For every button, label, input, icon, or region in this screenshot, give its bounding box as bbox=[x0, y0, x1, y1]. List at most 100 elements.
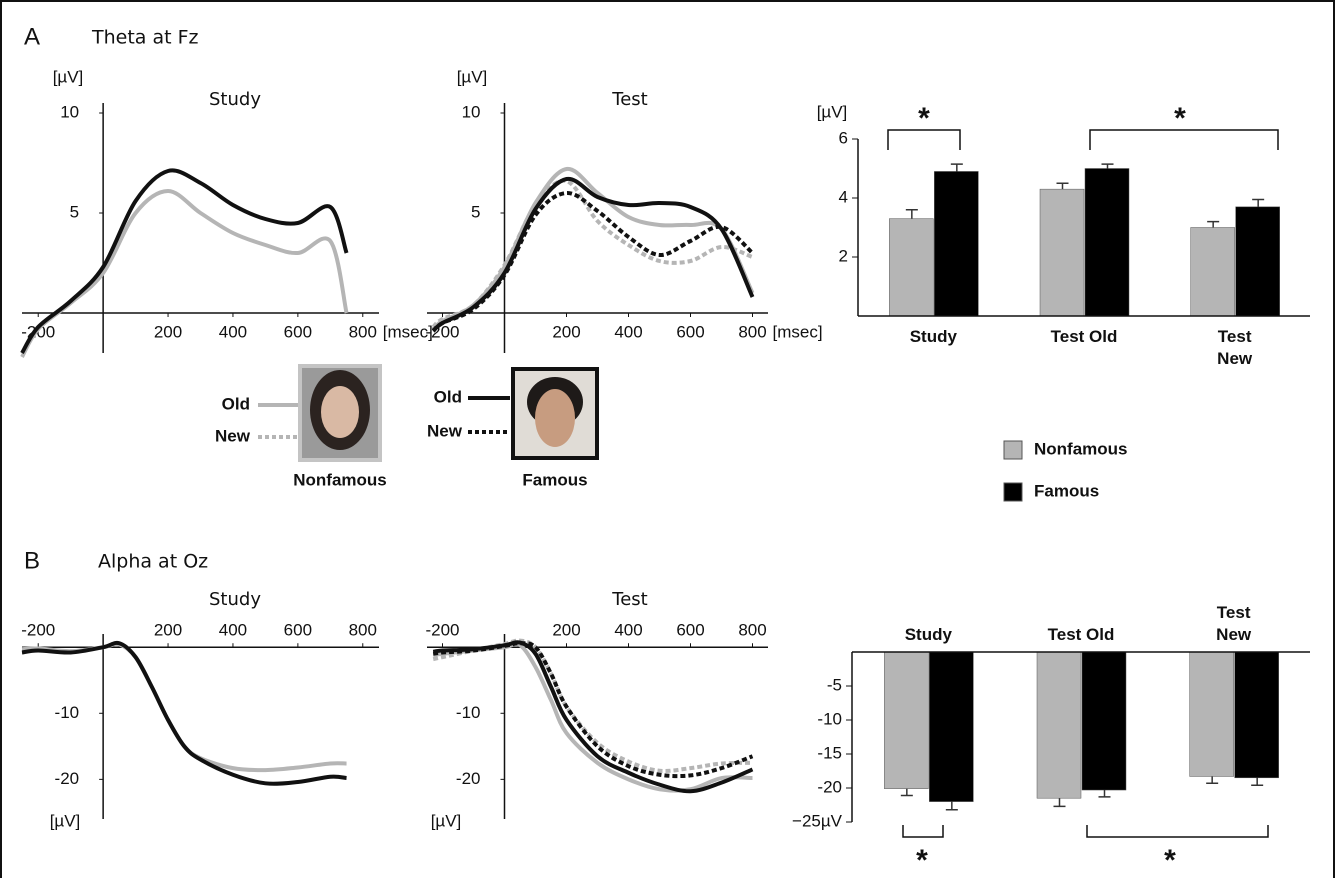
x-tick-label: 200 bbox=[552, 621, 580, 640]
y-tick-label: -15 bbox=[817, 743, 842, 762]
x-tick-label: 400 bbox=[614, 621, 642, 640]
x-tick-label: -200 bbox=[21, 621, 55, 640]
legend-label: Old bbox=[434, 387, 462, 406]
x-tick-label: 800 bbox=[738, 322, 766, 341]
bar bbox=[1234, 651, 1279, 779]
x-tick-label: 600 bbox=[284, 322, 312, 341]
y-tick-label: -10 bbox=[456, 703, 481, 722]
error-bar bbox=[900, 788, 913, 797]
line-series bbox=[431, 176, 755, 333]
x-tick-label: 200 bbox=[154, 322, 182, 341]
x-tick-label: 600 bbox=[284, 621, 312, 640]
x-tick-label: 400 bbox=[219, 621, 247, 640]
bar bbox=[1190, 227, 1235, 317]
bar bbox=[1084, 168, 1130, 317]
significance-bracket bbox=[1089, 129, 1279, 150]
panel-label: B bbox=[24, 547, 40, 574]
error-bar bbox=[1101, 163, 1114, 169]
significance-star: * bbox=[1174, 102, 1186, 135]
error-bar bbox=[950, 163, 963, 172]
x-tick-label: 200 bbox=[154, 621, 182, 640]
y-axis-label: [µV] bbox=[457, 67, 488, 86]
legend-swatch bbox=[1003, 482, 1023, 502]
error-bar bbox=[905, 209, 918, 219]
y-tick-label: 5 bbox=[471, 202, 480, 221]
line-series bbox=[432, 641, 754, 779]
panel-title: Alpha at Oz bbox=[98, 551, 208, 573]
y-tick-label: -20 bbox=[55, 769, 80, 788]
legend-label: New bbox=[427, 421, 463, 440]
x-tick-label: 600 bbox=[676, 621, 704, 640]
x-tick-label: 400 bbox=[614, 322, 642, 341]
y-axis-label: [µV] bbox=[431, 811, 462, 830]
line-series bbox=[431, 178, 754, 329]
significance-star: * bbox=[916, 844, 928, 877]
chart-title: Study bbox=[209, 589, 261, 610]
legend-swatch bbox=[1003, 440, 1023, 460]
legend-label: Old bbox=[222, 394, 250, 413]
significance-bracket bbox=[902, 825, 944, 838]
chart-title: Test bbox=[611, 589, 647, 610]
bar bbox=[1189, 651, 1234, 777]
y-tick-label: -10 bbox=[817, 709, 842, 728]
x-tick-label: 400 bbox=[219, 322, 247, 341]
y-axis-label: [µV] bbox=[817, 102, 848, 121]
line-series bbox=[432, 642, 753, 793]
legend-label: Famous bbox=[1034, 481, 1099, 500]
bar bbox=[884, 651, 929, 789]
y-tick-label: 10 bbox=[462, 102, 481, 121]
bar bbox=[1081, 651, 1127, 791]
y-tick-label: 2 bbox=[839, 246, 848, 265]
y-axis-label: [µV] bbox=[53, 67, 84, 86]
x-axis-label: [msec] bbox=[773, 322, 823, 341]
x-tick-label: -200 bbox=[425, 621, 459, 640]
significance-bracket bbox=[887, 129, 961, 150]
y-tick-label: 6 bbox=[839, 128, 848, 147]
chart-title: Test bbox=[611, 89, 647, 110]
y-axis-label: [µV] bbox=[50, 811, 81, 830]
y-tick-label: 5 bbox=[70, 202, 79, 221]
error-bar bbox=[945, 801, 958, 811]
y-tick-label: −25µV bbox=[792, 811, 843, 830]
bar bbox=[1039, 188, 1085, 317]
category-label: Test Old bbox=[1050, 327, 1118, 346]
y-tick-label: 4 bbox=[839, 187, 848, 206]
x-tick-label: 800 bbox=[349, 322, 377, 341]
x-tick-label: 600 bbox=[676, 322, 704, 341]
category-label: Test New bbox=[1217, 327, 1253, 368]
x-tick-label: 800 bbox=[349, 621, 377, 640]
legend-label: Nonfamous bbox=[1034, 439, 1128, 458]
category-label: Study bbox=[909, 327, 957, 346]
x-tick-label: 800 bbox=[738, 621, 766, 640]
error-bar bbox=[1251, 777, 1264, 787]
bar bbox=[1036, 651, 1082, 799]
error-bar bbox=[1053, 798, 1066, 808]
bar bbox=[934, 171, 979, 317]
significance-star: * bbox=[918, 102, 930, 135]
y-tick-label: -5 bbox=[827, 675, 842, 694]
line-series bbox=[432, 640, 754, 794]
x-tick-label: 200 bbox=[552, 322, 580, 341]
category-label: Study bbox=[904, 625, 952, 644]
significance-star: * bbox=[1164, 844, 1176, 877]
error-bar bbox=[1206, 776, 1219, 784]
panel-label: A bbox=[24, 23, 40, 50]
bar bbox=[929, 651, 974, 802]
face-legend: Old New Nonfamous Old New Famous bbox=[215, 364, 599, 489]
y-tick-label: -10 bbox=[55, 703, 80, 722]
legend-label: New bbox=[215, 426, 251, 445]
legend-caption: Famous bbox=[522, 470, 587, 489]
line-series bbox=[21, 640, 347, 786]
error-bar bbox=[1207, 220, 1220, 228]
chart-title: Study bbox=[209, 89, 261, 110]
error-bar bbox=[1252, 198, 1265, 207]
y-tick-label: -20 bbox=[817, 777, 842, 796]
category-label: Test Old bbox=[1047, 625, 1115, 644]
category-label: Test New bbox=[1216, 603, 1252, 644]
line-series bbox=[20, 168, 349, 355]
x-axis-label: [msec] bbox=[383, 322, 433, 341]
y-tick-label: -20 bbox=[456, 769, 481, 788]
significance-bracket bbox=[1086, 825, 1269, 838]
